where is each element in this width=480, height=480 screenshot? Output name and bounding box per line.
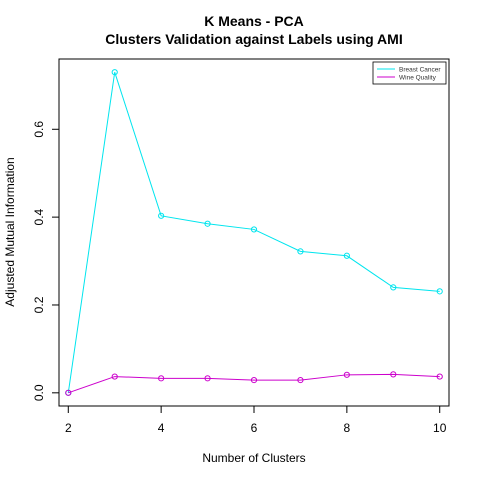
series-breast-cancer: [65, 69, 443, 396]
x-tick-label: 4: [158, 421, 165, 435]
x-axis-label: Number of Clusters: [202, 451, 305, 465]
x-tick-label: 8: [344, 421, 351, 435]
data-point-breast-cancer: [204, 220, 211, 227]
y-tick-label: 0.6: [32, 121, 46, 138]
series-line-breast-cancer: [67, 72, 440, 393]
x-tick-label: 10: [433, 421, 447, 435]
legend-box: [372, 61, 447, 85]
data-point-wine-quality: [343, 371, 350, 378]
x-axis: 2 4 6 8 10: [65, 405, 447, 435]
x-tick-label: 6: [251, 421, 258, 435]
data-point-breast-cancer: [297, 248, 304, 255]
data-point-wine-quality: [158, 375, 165, 382]
data-point-wine-quality: [204, 375, 211, 382]
data-point-breast-cancer: [390, 284, 397, 291]
data-point-wine-quality: [297, 376, 304, 384]
series-layer: [65, 69, 443, 396]
data-point-wine-quality: [111, 373, 118, 380]
series-wine-quality: [65, 371, 443, 396]
chart-title: K Means - PCA: [204, 13, 304, 29]
data-point-breast-cancer: [343, 252, 350, 259]
x-tick-label: 2: [65, 421, 72, 435]
y-axis-label: Adjusted Mutual Information: [3, 157, 17, 306]
y-axis: 0.0 0.2 0.4 0.6: [32, 121, 60, 401]
data-point-wine-quality: [390, 371, 397, 378]
data-point-breast-cancer: [250, 226, 258, 233]
data-point-wine-quality: [65, 389, 72, 396]
chart-subtitle: Clusters Validation against Labels using…: [105, 31, 402, 47]
data-point-breast-cancer: [158, 212, 165, 219]
legend-label-breast-cancer: Breast Cancer: [399, 67, 441, 74]
legend: Breast Cancer Wine Quality: [372, 61, 447, 85]
data-point-wine-quality: [250, 376, 258, 384]
data-point-breast-cancer: [436, 288, 443, 295]
legend-label-wine-quality: Wine Quality: [399, 75, 437, 82]
y-tick-label: 0.0: [32, 384, 46, 401]
data-point-breast-cancer: [111, 69, 118, 76]
series-line-wine-quality: [68, 373, 440, 394]
y-tick-label: 0.2: [32, 296, 46, 313]
y-tick-label: 0.4: [32, 208, 46, 225]
data-point-wine-quality: [436, 373, 443, 380]
